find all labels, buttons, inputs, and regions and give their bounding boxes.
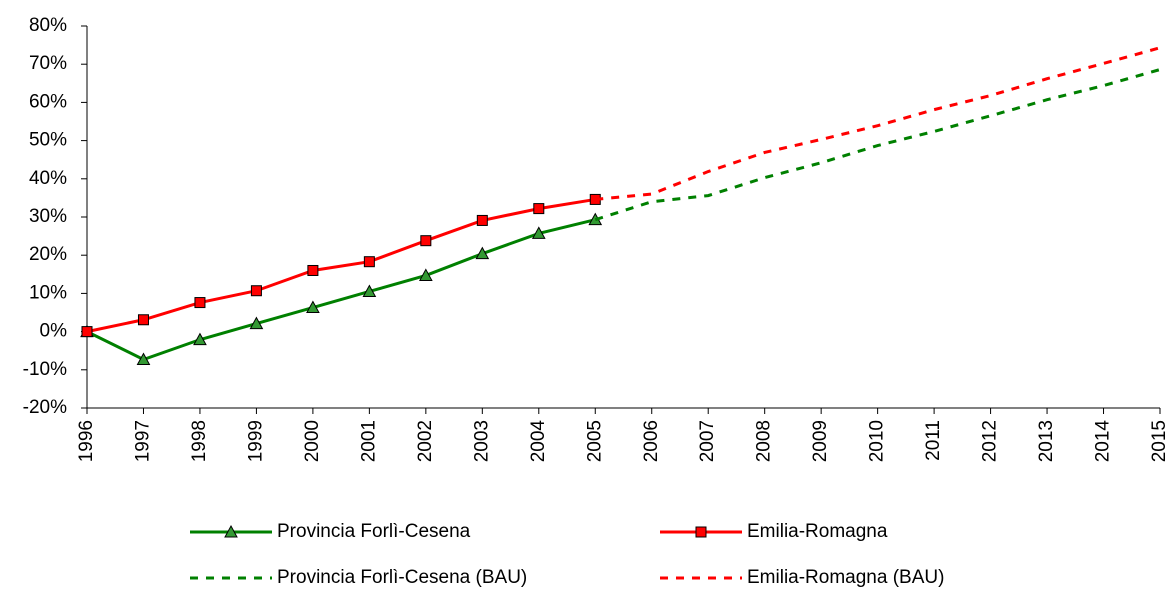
marker: [533, 203, 545, 215]
marker: [136, 352, 151, 365]
x-tick-label: 1998: [189, 420, 210, 462]
x-tick-label: 2000: [302, 420, 323, 462]
legend-label: Emilia-Romagna: [747, 521, 888, 542]
x-tick-label: 2014: [1093, 420, 1114, 463]
marker: [420, 235, 432, 247]
marker: [363, 256, 375, 268]
marker: [224, 524, 238, 538]
x-tick-label: 2001: [358, 420, 379, 462]
x-tick-label: 1997: [132, 420, 153, 462]
x-tick-label: 2013: [1036, 420, 1057, 462]
x-tick-label: 2002: [415, 420, 436, 462]
x-tick-label: 1999: [245, 420, 266, 462]
x-tick-label: 2006: [641, 420, 662, 462]
marker: [307, 264, 319, 276]
x-tick-label: 2008: [754, 420, 775, 462]
x-tick-label: 2011: [923, 420, 944, 461]
x-tick-label: 1996: [76, 420, 97, 462]
x-tick-label: 2012: [980, 420, 1001, 462]
y-tick-label: 10%: [29, 282, 67, 303]
y-tick-label: 30%: [29, 206, 67, 227]
x-tick-label: 2004: [528, 420, 549, 463]
x-tick-label: 2009: [810, 420, 831, 462]
x-tick-label: 2003: [471, 420, 492, 462]
series-line: [86, 197, 596, 334]
marker: [531, 226, 546, 239]
y-tick-label: -20%: [23, 397, 67, 418]
y-tick-label: 0%: [40, 321, 68, 342]
series-line: [594, 68, 1161, 222]
marker: [137, 314, 149, 326]
marker: [306, 300, 320, 314]
x-tick-label: 2015: [1149, 420, 1170, 462]
marker: [476, 214, 488, 226]
y-tick-label: 70%: [29, 53, 67, 74]
marker: [418, 268, 433, 281]
x-tick-label: 2007: [697, 420, 718, 462]
marker: [362, 284, 377, 297]
marker: [194, 297, 206, 309]
y-tick-label: 60%: [29, 91, 67, 112]
y-tick-label: 40%: [29, 168, 67, 189]
y-tick-label: 20%: [29, 244, 67, 265]
series-line: [595, 46, 1161, 201]
series-line: [86, 218, 596, 362]
legend-label: Provincia Forlì-Cesena: [277, 521, 471, 542]
x-tick-label: 2005: [584, 420, 605, 462]
x-tick-label: 2010: [867, 420, 888, 462]
y-tick-label: -10%: [23, 359, 67, 380]
marker: [250, 285, 262, 297]
marker: [249, 316, 264, 330]
legend-label: Provincia Forlì-Cesena (BAU): [277, 567, 527, 588]
marker: [695, 526, 707, 538]
marker: [475, 246, 490, 260]
legend-label: Emilia-Romagna (BAU): [747, 567, 944, 588]
marker: [81, 326, 93, 338]
marker: [193, 332, 207, 346]
y-tick-label: 50%: [29, 130, 67, 151]
y-tick-label: 80%: [29, 15, 67, 36]
